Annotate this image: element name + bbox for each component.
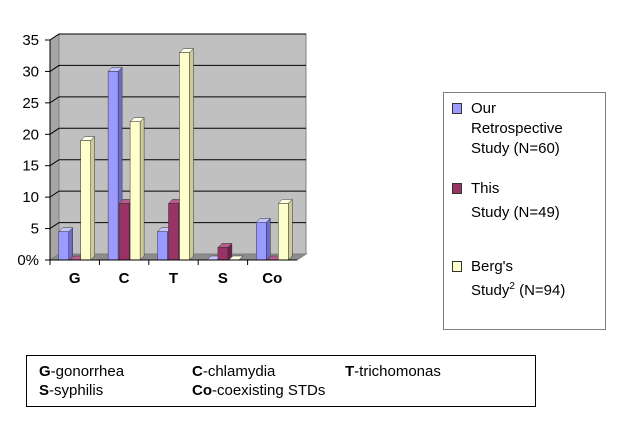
bar-front bbox=[179, 52, 190, 261]
legend-label-line: Study (N=49) bbox=[471, 204, 560, 221]
bar-front bbox=[217, 247, 229, 261]
bar bbox=[178, 47, 195, 261]
footnote-abbr: T bbox=[345, 363, 355, 380]
legend-label-line: Study (N=60) bbox=[471, 140, 560, 157]
bar-front bbox=[278, 203, 289, 261]
y-tick-label: 15 bbox=[22, 158, 39, 175]
legend-label-line: Berg's bbox=[471, 258, 514, 275]
footnote-item-s: S-syphilis bbox=[39, 382, 103, 399]
x-tick-label: T bbox=[169, 270, 178, 287]
footnote-desc: -chlamydia bbox=[202, 363, 276, 380]
footnote-item-co: Co-coexisting STDs bbox=[192, 382, 325, 399]
bar-side bbox=[266, 217, 271, 261]
gridline bbox=[49, 33, 306, 41]
bar bbox=[129, 117, 145, 261]
footnote-abbr: G bbox=[39, 363, 51, 380]
bar-side bbox=[189, 47, 194, 261]
footnote-abbr: S bbox=[39, 382, 50, 399]
footnote-item-c: C-chlamydia bbox=[192, 363, 275, 380]
abbreviation-footnote: G-gonorrhea C-chlamydia T-trichomonas S-… bbox=[26, 355, 536, 407]
footnote-abbr: C bbox=[192, 363, 203, 380]
footnote-desc: -coexisting STDs bbox=[212, 382, 326, 399]
gridline bbox=[49, 222, 306, 229]
gridline bbox=[49, 159, 306, 167]
y-tick-label: 10 bbox=[22, 189, 39, 206]
y-tick-label: 0% bbox=[17, 252, 39, 269]
x-tick-label: S bbox=[218, 270, 228, 287]
x-tick-label: C bbox=[119, 270, 130, 287]
footnote-abbr: Co bbox=[192, 382, 212, 399]
footnote-desc: -trichomonas bbox=[354, 363, 441, 380]
bar-front bbox=[129, 121, 141, 261]
x-tick-label: G bbox=[69, 270, 81, 287]
bar bbox=[277, 198, 293, 261]
bar-front bbox=[157, 231, 168, 261]
y-tick-label: 20 bbox=[22, 126, 39, 143]
y-tick-label: 25 bbox=[22, 95, 39, 112]
bar-front bbox=[80, 140, 91, 261]
gridline bbox=[49, 190, 306, 198]
legend-label-part: Study bbox=[471, 282, 510, 299]
footnote-desc: -gonorrhea bbox=[50, 363, 125, 380]
gridline bbox=[49, 127, 306, 135]
bar-front bbox=[168, 203, 179, 261]
bar-front bbox=[107, 71, 119, 261]
bar-side bbox=[68, 227, 73, 261]
bar-front bbox=[58, 231, 69, 261]
gridline bbox=[49, 96, 306, 104]
bar bbox=[80, 135, 96, 261]
legend-label-line: This bbox=[471, 180, 500, 197]
legend-label-part: (N=94) bbox=[514, 282, 566, 299]
bar-front bbox=[256, 222, 267, 261]
legend-swatch-bergs-study bbox=[452, 261, 462, 272]
legend-superscript: 2 bbox=[509, 281, 515, 292]
footnote-item-t: T-trichomonas bbox=[345, 363, 441, 380]
gridline bbox=[49, 64, 306, 72]
y-tick-label: 35 bbox=[22, 32, 39, 49]
y-tick-label: 30 bbox=[22, 63, 39, 80]
bar bbox=[217, 242, 233, 261]
bars-group bbox=[58, 47, 293, 261]
footnote-item-g: G-gonorrhea bbox=[39, 363, 124, 380]
bar-side bbox=[90, 135, 95, 261]
legend-label-line: Our bbox=[471, 100, 497, 117]
bar bbox=[255, 217, 271, 261]
legend-swatch-our-study bbox=[452, 103, 462, 114]
legend-label-line: Retrospective bbox=[471, 120, 563, 137]
bar-side bbox=[288, 198, 293, 261]
bar-front bbox=[118, 203, 130, 261]
footnote-desc: -syphilis bbox=[49, 382, 104, 399]
bar-side bbox=[139, 117, 145, 261]
axes-group: 0% 5 10 15 20 25 30 35 G C T S Co bbox=[17, 32, 297, 287]
chart-legend: Our Retrospective Study (N=60) This Stud… bbox=[443, 92, 606, 330]
y-tick-label: 5 bbox=[31, 221, 39, 238]
bar bbox=[58, 227, 74, 261]
x-tick-label: Co bbox=[262, 270, 282, 287]
legend-swatch-this-study bbox=[452, 183, 462, 194]
legend-label-line: Study2 (N=94) bbox=[471, 277, 566, 299]
